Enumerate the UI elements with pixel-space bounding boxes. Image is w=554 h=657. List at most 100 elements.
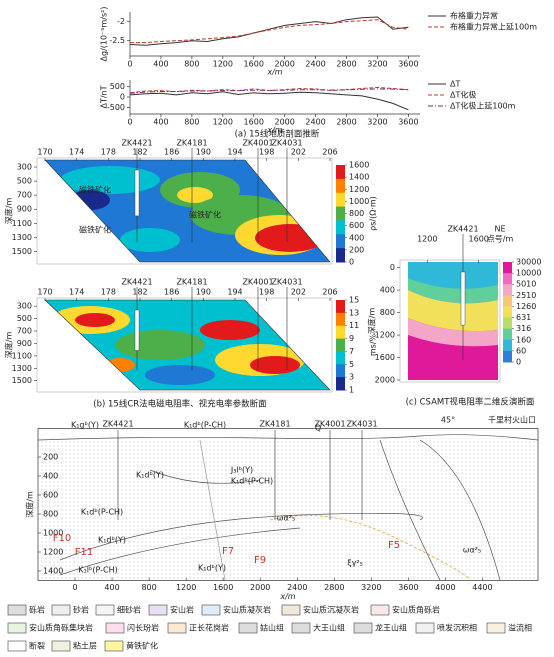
geology-label: ωα²₅ — [463, 546, 481, 555]
borehole-label: ZK4001 — [242, 278, 273, 287]
y-axis-label: 深度/m — [4, 332, 14, 359]
x-tick-label: 178 — [101, 288, 116, 297]
geology-label: 千里村火山口 — [488, 415, 536, 425]
y-tick-label: 1000 — [43, 529, 63, 538]
x-tick-label: 2400 — [287, 583, 307, 592]
x-tick-label: 3600 — [398, 60, 418, 69]
x-tick-label: 2000 — [274, 118, 294, 127]
series-line — [129, 86, 409, 94]
geology-label: K₁dᵇ(P-CH) — [231, 477, 273, 486]
colorbar-cell — [503, 273, 512, 285]
colorbar-cell — [336, 338, 345, 352]
x-tick-label: 1200 — [213, 60, 233, 69]
x-tick-label: 800 — [184, 118, 199, 127]
borehole-label: ZK4421 — [121, 278, 152, 287]
x-tick-label: 186 — [164, 288, 179, 297]
geology-label: ωα²₅ — [277, 514, 295, 523]
colorbar-cell — [503, 328, 512, 341]
borehole-label: ZK4181 — [176, 278, 207, 287]
colorbar-label: 200 — [349, 245, 364, 254]
y-axis-label: Δg/(10⁻⁵m/s²) — [100, 7, 109, 62]
colorbar-label: 1200 — [349, 185, 369, 194]
borehole-label: ZK4031 — [271, 139, 302, 148]
y-tick-label: 500 — [17, 314, 32, 323]
geology-label: 45° — [441, 416, 455, 425]
geology-label: K₁dᵇ(Y) — [198, 564, 226, 573]
colorbar-cell — [336, 206, 345, 221]
x-tick-label: 2000 — [250, 583, 270, 592]
legend-swatch — [105, 622, 125, 634]
x-tick-label: 170 — [37, 288, 52, 297]
geology-lines — [37, 434, 539, 581]
y-tick-label: 200 — [43, 453, 58, 462]
legend-swatch — [167, 622, 187, 634]
series-line — [129, 91, 409, 111]
colorbar-label: 160 — [516, 335, 531, 344]
colorbar-label: 5010 — [516, 280, 536, 289]
colorbar-label: 1 — [349, 386, 354, 395]
caption: (b) 15线CR法电磁电阻率、视充电率参数断面 — [93, 399, 267, 410]
colorbar-label: 2510 — [516, 291, 536, 300]
x-tick-label: 1200 — [417, 235, 437, 244]
y-tick-label: 2000 — [375, 376, 395, 385]
x-tick-label: 190 — [196, 288, 211, 297]
colorbar-cell — [336, 178, 345, 194]
section-outline — [44, 159, 331, 263]
y-tick-label: 600 — [43, 491, 58, 500]
borehole-label: ZK4001 — [242, 139, 273, 148]
x-tick-label: 3200 — [367, 118, 387, 127]
legend-label: ΔT化极上延100m — [450, 101, 516, 111]
y-tick-label: 300 — [17, 302, 32, 311]
x-tick-label: 186 — [164, 148, 179, 157]
y-axis-label: 深度/m — [25, 491, 35, 518]
x-tick-label: 206 — [322, 288, 337, 297]
legend-swatch — [238, 622, 258, 634]
legend-label: 布格重力异常上延100m — [450, 22, 537, 32]
x-axis-label: x/m — [279, 592, 295, 601]
legend-swatch — [415, 622, 435, 634]
borehole-label: ZK4001 — [314, 420, 345, 429]
legend-label: 安山岩 — [170, 605, 194, 615]
colorbar-label: 13 — [349, 308, 359, 317]
legend-label: 安山质凝灰岩 — [223, 605, 271, 615]
series-line — [129, 16, 409, 46]
borehole-label: ZK4181 — [176, 139, 207, 148]
legend-label: 安山质角砾岩 — [392, 605, 440, 615]
x-tick-label: 400 — [153, 118, 168, 127]
geology-label: K₁dᵇ(Y) — [98, 536, 126, 545]
fault-label: F10 — [53, 533, 71, 544]
colorbar-cell — [336, 312, 345, 327]
colorbar-label: 800 — [349, 209, 364, 218]
y-tick-label: 500 — [110, 82, 125, 91]
legend-label: 溢流相 — [508, 623, 532, 633]
borehole-label: ZK4031 — [271, 278, 302, 287]
colorbar-cell — [336, 377, 345, 391]
x-tick-label: 1600 — [469, 235, 489, 244]
legend-label: 黄铁矿化 — [126, 641, 158, 651]
x-tick-label: 174 — [69, 148, 84, 157]
annotation: 磁铁矿化 — [79, 225, 111, 235]
x-tick-label: 202 — [291, 148, 306, 157]
legend-label: ΔT — [450, 80, 460, 89]
x-tick-label: 1200 — [213, 118, 233, 127]
x-tick-label: 2800 — [336, 118, 356, 127]
legend-label: 喷发沉积相 — [437, 623, 477, 633]
geology-label: K₁gᵇ(Y) — [71, 421, 99, 430]
colorbar-cell — [336, 325, 345, 340]
legend-swatch — [148, 604, 168, 616]
annotation: 磁铁矿化 — [79, 185, 111, 195]
colorbar-label: 30000 — [516, 258, 541, 267]
fault-label: F7 — [222, 546, 234, 557]
x-tick-label: 170 — [37, 148, 52, 157]
caption: (c) CSAMT视电阻率二维反演断面 — [406, 397, 535, 408]
drill-core — [134, 169, 140, 217]
y-axis-label: ΔT/nT — [100, 85, 109, 108]
legend-swatch — [353, 622, 373, 634]
caption: (a) 15线地质剖面推断 — [235, 129, 320, 140]
x-axis-label: x/m — [266, 126, 282, 135]
legend-label: 细砂岩 — [117, 605, 141, 615]
annotation: 磁铁矿化 — [189, 210, 221, 220]
borehole-label: ZK4031 — [346, 420, 377, 429]
legend-label: 粘土层 — [73, 641, 97, 651]
axes — [129, 80, 420, 115]
